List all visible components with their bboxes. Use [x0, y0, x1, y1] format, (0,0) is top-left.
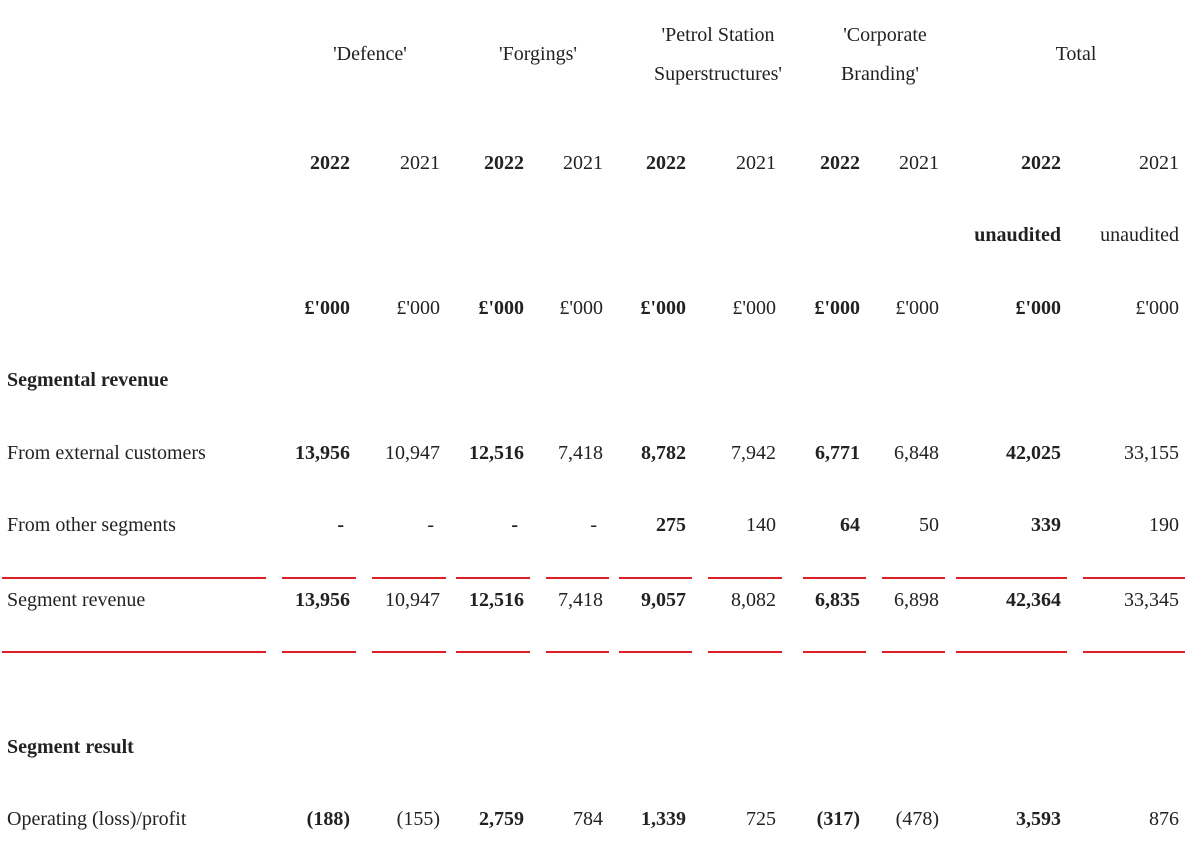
section-heading-segment-result: Segment result: [7, 736, 134, 758]
table-cell: 13,956: [295, 589, 350, 611]
rule-line: [803, 651, 866, 653]
table-cell: 339: [1031, 514, 1061, 536]
rule-line: [1083, 577, 1185, 579]
table-cell: 7,418: [558, 442, 603, 464]
year-cell: 2021: [400, 152, 440, 174]
rule-line: [708, 651, 782, 653]
header-petrol-line2: Superstructures': [653, 63, 783, 85]
rule-line: [882, 577, 945, 579]
rule-line: [708, 577, 782, 579]
rule-line: [803, 577, 866, 579]
rule-line: [882, 651, 945, 653]
table-cell: 6,835: [815, 589, 860, 611]
year-cell: 2022: [820, 152, 860, 174]
rule-line: [372, 577, 446, 579]
table-cell: 6,848: [894, 442, 939, 464]
table-cell: 6,898: [894, 589, 939, 611]
rule-line: [456, 577, 530, 579]
unit-cell: £'000: [814, 297, 860, 319]
header-forgings: 'Forgings': [499, 43, 577, 65]
rule-line: [2, 651, 266, 653]
rule-line: [372, 651, 446, 653]
table-cell: 10,947: [385, 589, 440, 611]
table-cell: 33,155: [1124, 442, 1179, 464]
table-cell: 8,082: [731, 589, 776, 611]
unit-cell: £'000: [304, 297, 350, 319]
table-cell: -: [511, 514, 518, 536]
rule-line: [282, 577, 356, 579]
table-cell: 42,025: [1006, 442, 1061, 464]
year-cell: 2021: [899, 152, 939, 174]
table-cell: -: [427, 514, 434, 536]
table-cell: (155): [396, 808, 440, 830]
table-cell: 3,593: [1016, 808, 1061, 830]
table-cell: 190: [1149, 514, 1179, 536]
table-cell: 784: [573, 808, 603, 830]
header-corporate-line1: 'Corporate: [843, 24, 927, 46]
table-cell: 725: [746, 808, 776, 830]
table-cell: 2,759: [479, 808, 524, 830]
unit-cell: £'000: [732, 297, 776, 319]
rule-line: [456, 651, 530, 653]
table-cell: 42,364: [1006, 589, 1061, 611]
year-cell: 2022: [310, 152, 350, 174]
unit-cell: £'000: [1135, 297, 1179, 319]
audit-note: unaudited: [974, 224, 1061, 246]
rule-line: [546, 651, 609, 653]
header-total: Total: [1055, 43, 1097, 65]
rule-line: [282, 651, 356, 653]
year-cell: 2022: [1021, 152, 1061, 174]
table-cell: 13,956: [295, 442, 350, 464]
table-cell: -: [337, 514, 344, 536]
table-cell: 7,942: [731, 442, 776, 464]
row-label: From other segments: [7, 514, 176, 536]
header-defence: 'Defence': [333, 43, 407, 65]
table-cell: 33,345: [1124, 589, 1179, 611]
row-label: From external customers: [7, 442, 206, 464]
table-cell: 8,782: [641, 442, 686, 464]
table-cell: 50: [919, 514, 939, 536]
year-cell: 2022: [484, 152, 524, 174]
header-petrol-line1: 'Petrol Station: [661, 24, 775, 46]
table-cell: 12,516: [469, 589, 524, 611]
year-cell: 2021: [563, 152, 603, 174]
table-cell: 876: [1149, 808, 1179, 830]
unit-cell: £'000: [559, 297, 603, 319]
year-cell: 2022: [646, 152, 686, 174]
table-cell: (188): [306, 808, 350, 830]
unit-cell: £'000: [895, 297, 939, 319]
table-cell: 1,339: [641, 808, 686, 830]
table-cell: -: [590, 514, 597, 536]
table-cell: 64: [840, 514, 860, 536]
table-cell: 275: [656, 514, 686, 536]
section-heading-segmental-revenue: Segmental revenue: [7, 369, 169, 391]
rule-line: [2, 577, 266, 579]
table-cell: 10,947: [385, 442, 440, 464]
table-cell: 140: [746, 514, 776, 536]
table-cell: (478): [895, 808, 939, 830]
rule-line: [1083, 651, 1185, 653]
rule-line: [619, 577, 692, 579]
unit-cell: £'000: [396, 297, 440, 319]
row-label: Segment revenue: [7, 589, 146, 611]
rule-line: [956, 651, 1067, 653]
year-cell: 2021: [1139, 152, 1179, 174]
rule-line: [546, 577, 609, 579]
table-cell: 9,057: [641, 589, 686, 611]
audit-note: unaudited: [1100, 224, 1179, 246]
year-cell: 2021: [736, 152, 776, 174]
row-label: Operating (loss)/profit: [7, 808, 187, 830]
table-cell: 6,771: [815, 442, 860, 464]
unit-cell: £'000: [478, 297, 524, 319]
rule-line: [956, 577, 1067, 579]
table-cell: 7,418: [558, 589, 603, 611]
header-corporate-line2: Branding': [840, 63, 920, 85]
table-cell: (317): [816, 808, 860, 830]
unit-cell: £'000: [1015, 297, 1061, 319]
unit-cell: £'000: [640, 297, 686, 319]
rule-line: [619, 651, 692, 653]
table-cell: 12,516: [469, 442, 524, 464]
